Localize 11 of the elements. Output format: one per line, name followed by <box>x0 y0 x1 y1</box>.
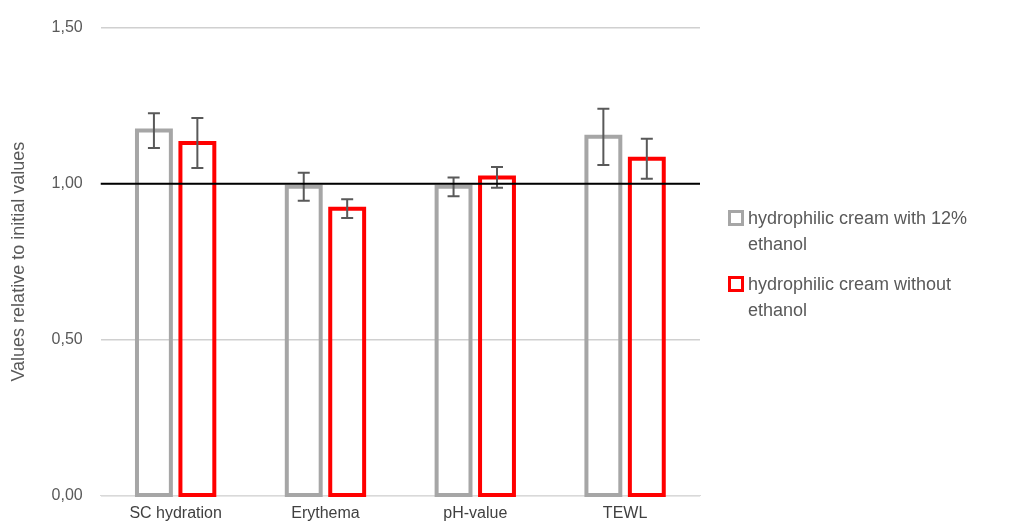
legend-label: hydrophilic cream without ethanol <box>748 273 953 322</box>
y-tick-label: 0,50 <box>51 330 83 348</box>
x-tick-label: pH-value <box>443 503 508 521</box>
y-tick-label: 1,00 <box>51 174 83 192</box>
y-axis-title: Values relative to initial values <box>7 141 28 382</box>
y-tick-label: 1,50 <box>51 18 83 36</box>
x-tick-label: SC hydration <box>129 503 222 521</box>
y-tick-label: 0,00 <box>51 486 83 504</box>
x-tick-label: Erythema <box>291 503 360 521</box>
x-tick-label: TEWL <box>602 503 648 521</box>
legend-label: hydrophilic cream with 12% ethanol <box>748 207 969 256</box>
